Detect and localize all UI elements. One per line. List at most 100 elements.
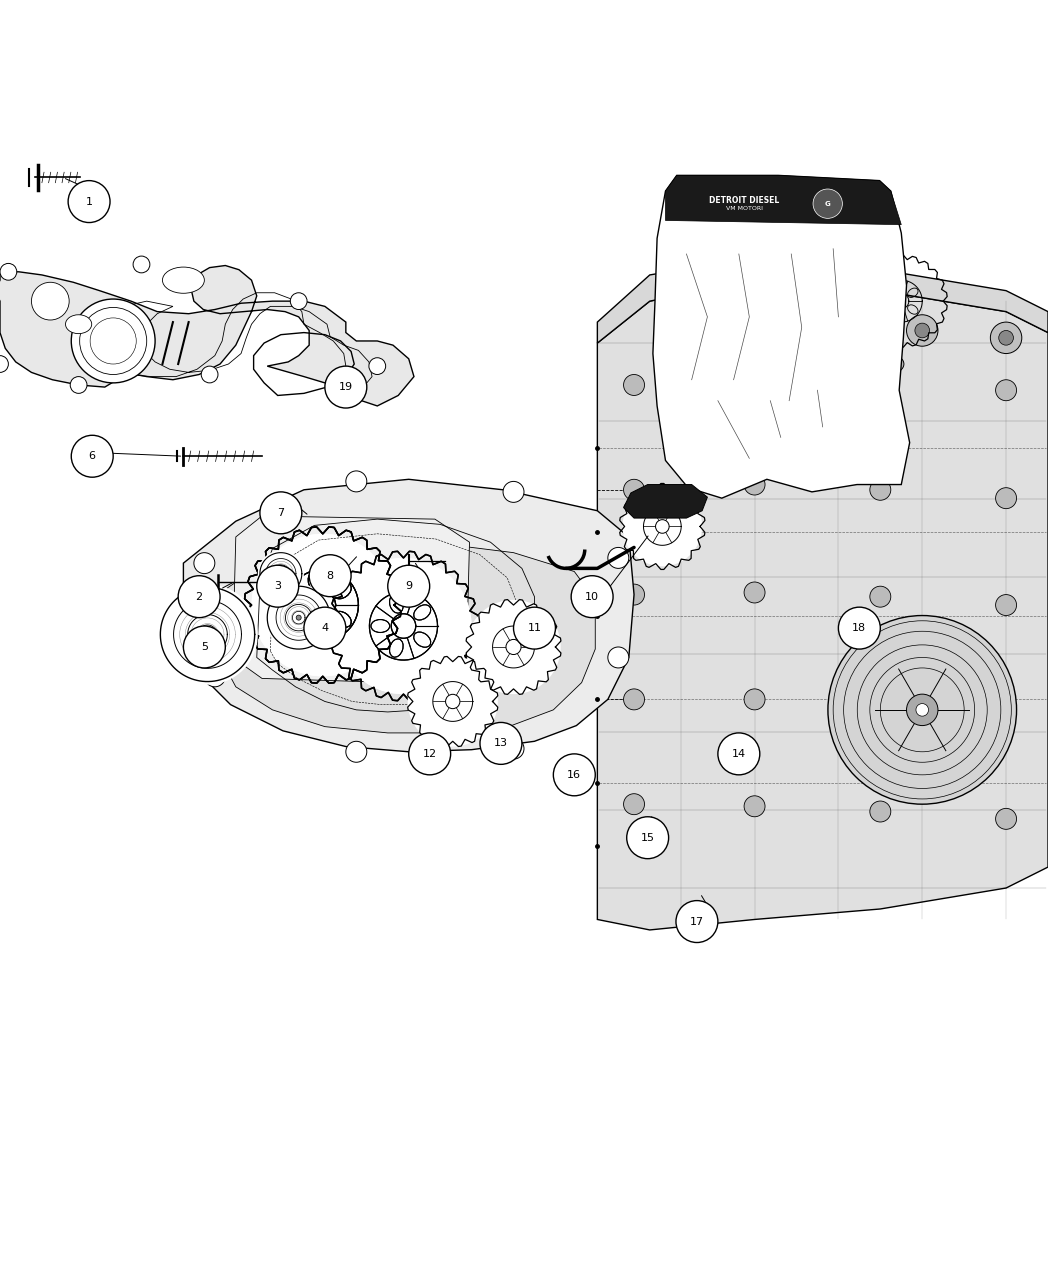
Circle shape: [996, 808, 1017, 829]
Circle shape: [870, 480, 891, 500]
Circle shape: [828, 616, 1017, 805]
Text: 10: 10: [585, 592, 599, 602]
Text: 8: 8: [327, 570, 333, 580]
Circle shape: [133, 256, 150, 272]
Circle shape: [466, 600, 561, 694]
Circle shape: [624, 793, 645, 815]
Circle shape: [408, 657, 498, 746]
Circle shape: [309, 555, 351, 597]
Text: 5: 5: [201, 642, 208, 652]
Polygon shape: [183, 480, 634, 752]
Polygon shape: [597, 280, 1048, 931]
Circle shape: [194, 552, 215, 574]
Circle shape: [369, 358, 386, 374]
Text: 9: 9: [406, 582, 412, 591]
Circle shape: [870, 801, 891, 822]
Ellipse shape: [877, 355, 903, 373]
Circle shape: [916, 704, 929, 717]
Circle shape: [656, 519, 669, 533]
Circle shape: [907, 314, 938, 346]
Circle shape: [71, 299, 155, 383]
Circle shape: [996, 379, 1017, 401]
Text: 2: 2: [196, 592, 202, 602]
Polygon shape: [220, 542, 595, 733]
Text: VM MOTORI: VM MOTORI: [726, 206, 763, 211]
Circle shape: [335, 558, 472, 694]
Circle shape: [257, 565, 299, 607]
Text: 15: 15: [640, 833, 655, 843]
Circle shape: [335, 558, 472, 694]
Circle shape: [178, 575, 220, 617]
Circle shape: [624, 480, 645, 500]
Circle shape: [346, 741, 367, 763]
Ellipse shape: [668, 355, 695, 373]
Ellipse shape: [162, 267, 204, 293]
Circle shape: [409, 733, 451, 775]
Circle shape: [915, 323, 930, 337]
Circle shape: [445, 694, 460, 709]
Circle shape: [996, 594, 1017, 616]
Circle shape: [744, 689, 765, 710]
Circle shape: [608, 647, 629, 668]
Ellipse shape: [65, 314, 91, 334]
Polygon shape: [624, 485, 707, 518]
Circle shape: [388, 565, 430, 607]
Circle shape: [823, 308, 854, 340]
Circle shape: [999, 331, 1013, 345]
Text: DETROIT DIESEL: DETROIT DIESEL: [709, 196, 780, 205]
Circle shape: [608, 547, 629, 568]
Circle shape: [627, 817, 669, 859]
Circle shape: [838, 607, 880, 649]
Circle shape: [290, 293, 307, 309]
Text: 19: 19: [339, 382, 353, 392]
Text: G: G: [825, 201, 831, 206]
Circle shape: [744, 474, 765, 495]
Circle shape: [870, 693, 891, 714]
Circle shape: [68, 181, 110, 223]
Text: 11: 11: [527, 622, 542, 633]
Circle shape: [813, 188, 843, 219]
Circle shape: [739, 317, 770, 349]
Circle shape: [252, 533, 394, 676]
Circle shape: [258, 550, 304, 597]
Circle shape: [70, 377, 87, 393]
Circle shape: [203, 630, 212, 638]
Circle shape: [718, 733, 760, 775]
Polygon shape: [665, 176, 901, 224]
Circle shape: [297, 615, 301, 620]
Circle shape: [996, 488, 1017, 509]
Circle shape: [157, 584, 258, 685]
Text: 4: 4: [322, 622, 328, 633]
Circle shape: [553, 754, 595, 796]
Circle shape: [744, 796, 765, 817]
Circle shape: [204, 666, 225, 687]
Circle shape: [31, 283, 69, 320]
Circle shape: [990, 322, 1022, 354]
Text: 7: 7: [278, 508, 284, 518]
Circle shape: [0, 264, 17, 280]
Polygon shape: [0, 266, 414, 406]
Circle shape: [304, 607, 346, 649]
Circle shape: [71, 435, 113, 477]
Text: 12: 12: [422, 749, 437, 759]
Circle shape: [870, 586, 891, 607]
Polygon shape: [653, 176, 910, 498]
Circle shape: [201, 367, 218, 383]
Circle shape: [279, 572, 283, 575]
Circle shape: [624, 689, 645, 710]
Circle shape: [506, 639, 521, 654]
Circle shape: [996, 701, 1017, 723]
Text: 18: 18: [852, 622, 867, 633]
Circle shape: [624, 374, 645, 396]
Circle shape: [571, 575, 613, 617]
Circle shape: [676, 900, 718, 942]
Circle shape: [624, 584, 645, 605]
Circle shape: [747, 325, 762, 340]
Circle shape: [623, 486, 702, 566]
Text: 3: 3: [275, 582, 281, 591]
Circle shape: [870, 369, 891, 391]
Circle shape: [744, 364, 765, 384]
Circle shape: [503, 481, 524, 503]
Circle shape: [325, 367, 367, 409]
Circle shape: [907, 694, 938, 726]
